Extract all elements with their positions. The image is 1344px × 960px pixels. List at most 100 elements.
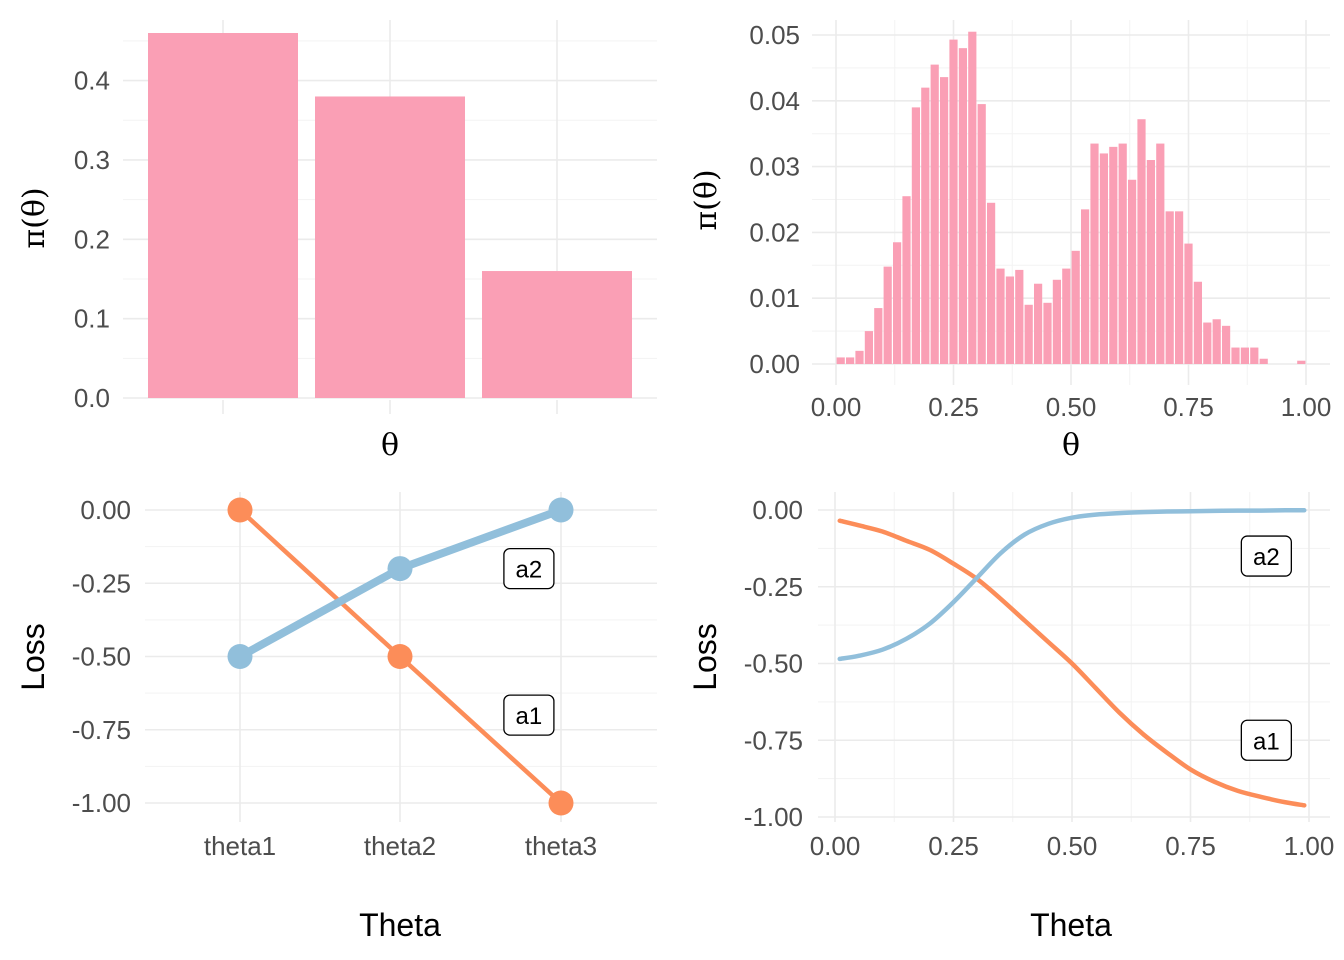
series-label-a1: a1 — [1253, 728, 1280, 755]
x-tick-labels: theta1 theta2 theta3 — [204, 831, 597, 861]
x-tick-label: theta1 — [204, 831, 276, 861]
histogram-bars — [836, 31, 1306, 365]
y-tick-label: 0.0 — [74, 383, 110, 413]
x-axis-title: θ — [381, 428, 399, 463]
histogram-bar — [1203, 322, 1212, 364]
point-a2 — [387, 556, 413, 582]
y-tick-label: 0.03 — [749, 152, 800, 182]
x-tick-label: 0.00 — [811, 392, 862, 422]
bar-3 — [482, 271, 632, 398]
panel-histogram: 0.00 0.01 0.02 0.03 0.04 0.05 0.00 0.25 0.50 0.7… — [689, 20, 1331, 463]
histogram-bar — [911, 107, 920, 364]
bars — [148, 33, 632, 398]
x-axis-title: Theta — [1030, 907, 1112, 943]
series-labels: a2 a1 — [1240, 535, 1292, 761]
y-tick-labels: 0.00 0.01 0.02 0.03 0.04 0.05 — [749, 20, 800, 379]
y-tick-labels: 0.00 -0.25 -0.50 -0.75 -1.00 — [72, 495, 131, 818]
histogram-bar — [836, 357, 845, 364]
histogram-bar — [1099, 153, 1108, 364]
y-tick-label: 0.04 — [749, 86, 800, 116]
x-tick-label: theta3 — [525, 831, 597, 861]
label-box-a1 — [1240, 719, 1292, 761]
y-axis-title: π(θ) — [17, 187, 52, 248]
histogram-bar — [846, 357, 855, 364]
histogram-bar — [1071, 250, 1080, 364]
histogram-bar — [996, 268, 1005, 364]
point-a1 — [387, 644, 413, 669]
x-tick-label: 0.00 — [810, 831, 861, 861]
x-tick-label: 1.00 — [1284, 831, 1335, 861]
y-tick-label: -0.25 — [72, 568, 131, 598]
point-a1 — [227, 497, 253, 523]
y-axis-title: Loss — [15, 623, 51, 691]
histogram-bar — [864, 331, 873, 364]
histogram-bar — [968, 31, 977, 365]
histogram-bar — [1165, 211, 1174, 364]
histogram-bar — [1034, 283, 1043, 364]
histogram-bar — [1250, 347, 1259, 364]
x-tick-label: 1.00 — [1281, 392, 1332, 422]
y-axis-title: Loss — [687, 623, 723, 691]
y-tick-label: 0.4 — [74, 66, 110, 96]
y-tick-label: -0.50 — [744, 649, 803, 679]
histogram-bar — [1062, 268, 1071, 364]
y-tick-label: 0.01 — [749, 283, 800, 313]
y-tick-label: 0.00 — [749, 349, 800, 379]
x-tick-label: 0.50 — [1047, 831, 1098, 861]
label-box-a2 — [503, 547, 555, 590]
histogram-bar — [1222, 325, 1231, 364]
histogram-bar — [949, 39, 958, 365]
histogram-bar — [1240, 347, 1249, 364]
y-tick-label: -0.75 — [72, 715, 131, 745]
label-box-a2 — [1240, 535, 1292, 577]
histogram-bar — [1297, 360, 1306, 364]
y-tick-labels: 0.00 -0.25 -0.50 -0.75 -1.00 — [744, 495, 803, 832]
y-tick-label: 0.02 — [749, 217, 800, 247]
histogram-bar — [1146, 160, 1155, 364]
y-tick-label: 0.2 — [74, 224, 110, 254]
histogram-bar — [977, 104, 986, 364]
x-tick-labels: 0.00 0.25 0.50 0.75 1.00 — [810, 831, 1335, 861]
series-label-a1: a1 — [516, 703, 543, 730]
y-tick-label: 0.3 — [74, 145, 110, 175]
histogram-bar — [1081, 209, 1090, 364]
series-curve-a1 — [837, 518, 1307, 808]
histogram-bar — [1118, 143, 1127, 364]
y-tick-label: 0.1 — [74, 304, 110, 334]
y-tick-label: -1.00 — [72, 788, 131, 818]
histogram-bar — [1137, 119, 1146, 364]
histogram-bar — [883, 266, 892, 364]
histogram-bar — [921, 87, 930, 364]
histogram-bar — [1015, 269, 1024, 364]
x-tick-label: 0.75 — [1165, 831, 1216, 861]
x-tick-labels: 0.00 0.25 0.50 0.75 1.00 — [811, 392, 1332, 422]
y-tick-label: -0.50 — [72, 642, 131, 672]
y-tick-label: -0.25 — [744, 572, 803, 602]
y-tick-labels: 0.0 0.1 0.2 0.3 0.4 — [74, 66, 110, 413]
histogram-bar — [930, 64, 939, 365]
histogram-bar — [1231, 347, 1240, 364]
bar-2 — [315, 96, 465, 398]
series-curves — [837, 508, 1307, 808]
panel-bar-chart: 0.0 0.1 0.2 0.3 0.4 θ π(θ) — [17, 20, 657, 463]
histogram-bar — [940, 77, 949, 364]
x-axis-title: θ — [1062, 428, 1080, 463]
series-label-a2: a2 — [1253, 544, 1280, 571]
histogram-bar — [874, 308, 883, 364]
histogram-bar — [1005, 276, 1014, 364]
histogram-bar — [893, 242, 902, 364]
grid — [818, 492, 1330, 822]
histogram-bar — [1024, 304, 1033, 364]
series-labels: a2 a1 — [503, 547, 555, 736]
histogram-bar — [1109, 146, 1118, 364]
histogram-bar — [1212, 319, 1221, 364]
histogram-bar — [987, 202, 996, 364]
histogram-bar — [958, 48, 967, 364]
histogram-bar — [1128, 179, 1137, 364]
point-a2 — [548, 497, 574, 523]
histogram-bar — [1156, 143, 1165, 364]
histogram-bar — [1090, 143, 1099, 364]
